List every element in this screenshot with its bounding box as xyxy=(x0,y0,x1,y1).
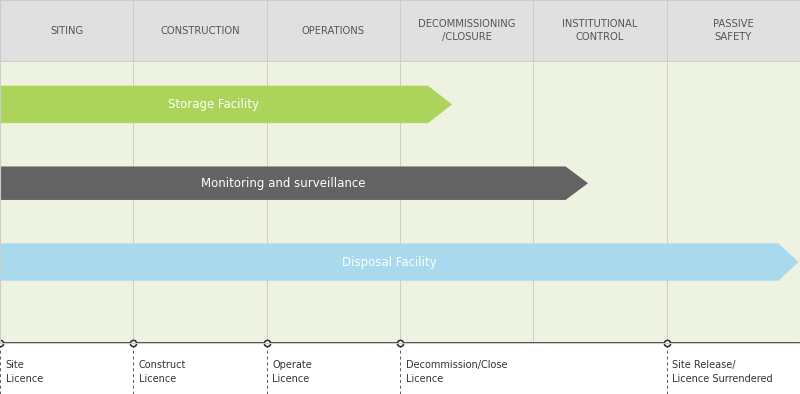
Text: Decommission/Close
Licence: Decommission/Close Licence xyxy=(406,361,507,384)
Text: Operate
Licence: Operate Licence xyxy=(272,361,312,384)
Text: PASSIVE
SAFETY: PASSIVE SAFETY xyxy=(713,19,754,42)
Text: Disposal Facility: Disposal Facility xyxy=(342,256,437,268)
Bar xyxy=(0,61,800,343)
Polygon shape xyxy=(0,243,798,281)
Text: Monitoring and surveillance: Monitoring and surveillance xyxy=(201,177,365,190)
Text: Site
Licence: Site Licence xyxy=(6,361,43,384)
Text: DECOMMISSIONING
/CLOSURE: DECOMMISSIONING /CLOSURE xyxy=(418,19,515,42)
Text: OPERATIONS: OPERATIONS xyxy=(302,26,365,35)
Bar xyxy=(0,0,800,61)
Text: INSTITUTIONAL
CONTROL: INSTITUTIONAL CONTROL xyxy=(562,19,638,42)
Text: CONSTRUCTION: CONSTRUCTION xyxy=(160,26,240,35)
Text: SITING: SITING xyxy=(50,26,83,35)
Text: Construct
Licence: Construct Licence xyxy=(139,361,186,384)
Bar xyxy=(0,0,800,343)
Text: Site Release/
Licence Surrendered: Site Release/ Licence Surrendered xyxy=(672,361,773,384)
Polygon shape xyxy=(0,86,452,123)
Polygon shape xyxy=(0,167,588,200)
Text: Storage Facility: Storage Facility xyxy=(169,98,259,111)
